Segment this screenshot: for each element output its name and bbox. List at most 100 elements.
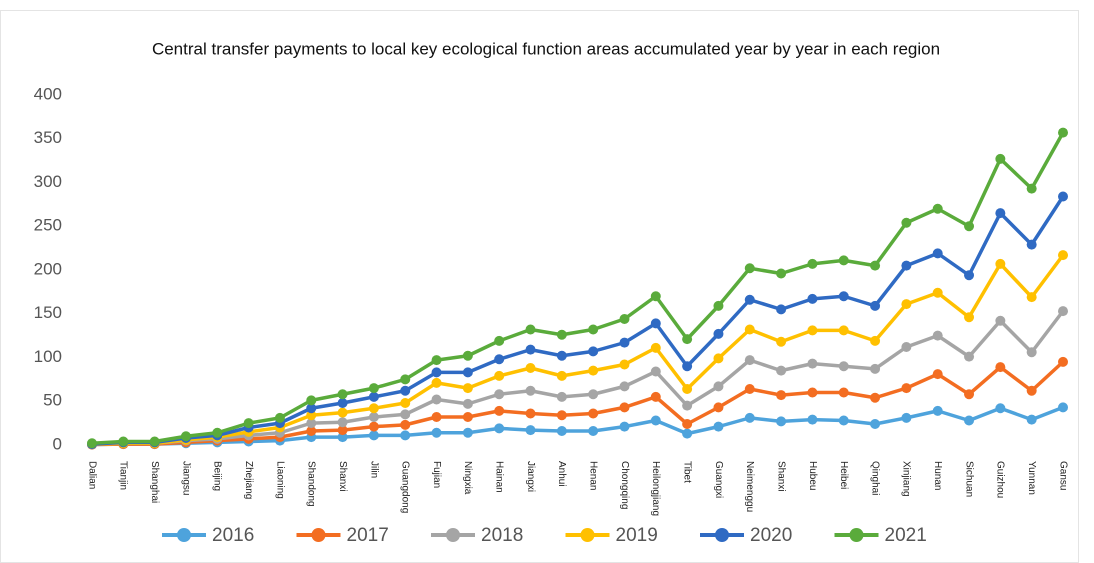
- y-tick-label: 0: [53, 434, 62, 453]
- point: [494, 405, 505, 416]
- x-tick-label: Zhejiang: [243, 461, 254, 499]
- point: [1058, 306, 1068, 317]
- point: [1058, 127, 1068, 138]
- y-tick-label: 200: [34, 259, 62, 278]
- point: [776, 390, 787, 401]
- point: [682, 419, 693, 429]
- point: [525, 324, 536, 335]
- point: [713, 328, 724, 339]
- legend-label: 2021: [885, 525, 927, 546]
- point: [964, 312, 975, 323]
- point: [619, 337, 630, 348]
- x-tick-label: Chongqing: [619, 461, 630, 509]
- series-line: [91, 310, 1065, 446]
- point: [807, 293, 818, 304]
- point: [995, 208, 1006, 219]
- legend-marker: [715, 528, 729, 542]
- x-tick-label: Jiangxi: [525, 461, 536, 492]
- point: [431, 377, 442, 388]
- legend-marker: [177, 528, 191, 542]
- point: [462, 367, 473, 378]
- x-tick-label: Shanghai: [149, 461, 160, 503]
- point: [400, 374, 411, 385]
- point: [556, 370, 567, 381]
- point: [932, 369, 943, 380]
- point: [494, 370, 505, 381]
- point: [1026, 347, 1037, 358]
- point: [901, 260, 912, 271]
- x-tick-label: Yunnan: [1026, 461, 1037, 495]
- point: [932, 405, 943, 416]
- point: [462, 427, 473, 438]
- point: [901, 217, 912, 228]
- point: [337, 417, 348, 428]
- point: [494, 354, 505, 365]
- point: [337, 425, 348, 436]
- point: [368, 383, 379, 394]
- point: [525, 363, 536, 373]
- point: [462, 350, 473, 361]
- point: [838, 415, 849, 426]
- point: [870, 335, 881, 346]
- x-tick-label: Ningxia: [462, 461, 473, 495]
- point: [337, 389, 348, 400]
- x-tick-label: Shanxi: [337, 461, 348, 492]
- legend-marker: [311, 528, 326, 542]
- point: [431, 355, 442, 366]
- point: [682, 334, 693, 345]
- x-tick-label: Beijing: [212, 461, 223, 491]
- point: [870, 392, 881, 403]
- legend-marker: [580, 528, 595, 542]
- legend-label: 2019: [616, 525, 658, 546]
- point: [901, 299, 912, 310]
- point: [682, 400, 693, 411]
- point: [1058, 402, 1068, 413]
- series-line: [91, 131, 1065, 445]
- point: [713, 300, 724, 311]
- point: [431, 394, 442, 405]
- point: [682, 361, 693, 372]
- point: [932, 287, 943, 298]
- point: [995, 403, 1006, 414]
- point: [901, 342, 912, 352]
- x-tick-label: Hubeu: [807, 461, 818, 490]
- point: [588, 365, 599, 376]
- point: [995, 258, 1006, 269]
- point: [368, 391, 379, 402]
- point: [776, 268, 787, 279]
- point: [964, 351, 975, 362]
- point: [964, 389, 975, 400]
- point: [807, 414, 818, 425]
- point: [682, 384, 693, 394]
- x-tick-label: Hunan: [932, 461, 943, 490]
- x-tick-label: Heilongjiang: [650, 461, 661, 516]
- point: [118, 436, 129, 447]
- y-tick-label: 50: [43, 391, 62, 410]
- x-tick-label: Xinjiang: [901, 461, 912, 497]
- point: [588, 389, 599, 400]
- x-tick-label: Sichuan: [963, 461, 974, 497]
- point: [838, 325, 849, 336]
- point: [619, 421, 630, 432]
- point: [494, 423, 505, 434]
- point: [650, 318, 661, 329]
- x-tick-label: Neimenggu: [744, 461, 755, 512]
- point: [1026, 385, 1037, 396]
- point: [995, 153, 1006, 164]
- legend-label: 2020: [750, 525, 792, 546]
- point: [776, 365, 787, 376]
- point: [400, 409, 411, 420]
- point: [1058, 191, 1068, 202]
- x-tick-label: Tianjin: [118, 461, 129, 490]
- point: [243, 418, 254, 429]
- x-tick-label: Liaoning: [274, 461, 285, 499]
- point: [525, 344, 536, 355]
- point: [588, 426, 599, 436]
- point: [901, 412, 912, 423]
- point: [650, 291, 661, 302]
- x-tick-label: Heibei: [838, 461, 849, 489]
- point: [807, 387, 818, 398]
- point: [713, 402, 724, 413]
- point: [744, 263, 755, 274]
- point: [964, 270, 975, 281]
